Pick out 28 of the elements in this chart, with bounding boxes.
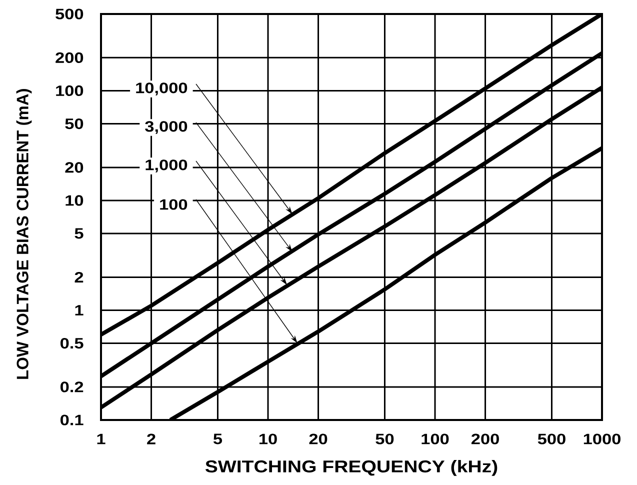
annotation: 3,000 <box>145 121 188 134</box>
annotation: 10,000 <box>136 82 188 96</box>
x-tick-label: 2 <box>147 434 156 444</box>
x-tick-label: 10 <box>260 434 277 444</box>
y-tick-label: 5 <box>74 228 84 239</box>
y-tick-label: 2 <box>74 272 84 282</box>
y-tick-label: 1 <box>75 305 84 316</box>
y-tick-label: 0.2 <box>60 382 84 392</box>
annotation: 1,000 <box>146 160 188 172</box>
y-tick-label: 0.5 <box>60 338 84 349</box>
x-tick-label: 500 <box>538 434 566 444</box>
x-tick-label: 1000 <box>584 434 620 444</box>
x-axis-title: SWITCHING FREQUENCY (kHz) <box>205 460 498 476</box>
y-tick-label: 500 <box>56 8 84 20</box>
y-tick-label: 0.1 <box>60 414 84 426</box>
y-tick-label: 20 <box>65 162 84 173</box>
x-tick-label: 5 <box>213 434 222 444</box>
y-tick-label: 200 <box>56 52 84 63</box>
y-tick-label: 100 <box>56 85 84 96</box>
y-tick-label: 50 <box>65 118 84 130</box>
x-tick-label: 20 <box>309 434 328 444</box>
x-tick-label: 1 <box>97 434 106 444</box>
x-tick-label: 50 <box>376 434 394 444</box>
annotation: 100 <box>160 199 188 210</box>
x-tick-label: 100 <box>422 434 449 444</box>
y-axis-title: LOW VOLTAGE BIAS CURRENT (mA) <box>16 89 32 379</box>
x-tick-label: 200 <box>471 434 499 444</box>
y-tick-label: 10 <box>66 195 84 206</box>
